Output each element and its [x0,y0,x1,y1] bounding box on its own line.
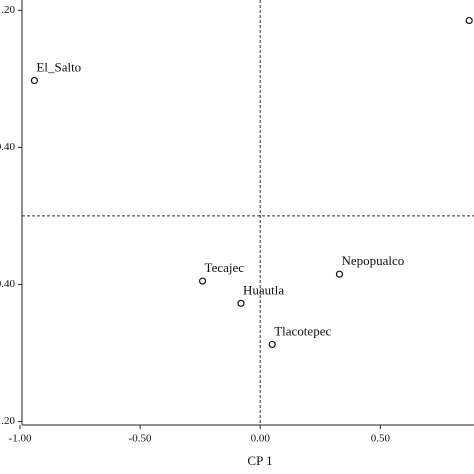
point-label: Tecajec [205,260,245,275]
point [465,16,473,25]
x-tick-label: 0.00 [251,433,271,445]
x-tick-label: -0.50 [129,433,152,445]
y-tick-label: -1.20 [0,415,15,427]
point [335,270,344,278]
y-tick-label: -0.40 [0,278,15,290]
point [198,277,207,285]
point-label: Huautla [243,282,284,297]
point [268,340,276,349]
x-tick-label: 0.50 [371,433,391,445]
x-tick-label: -1.00 [9,433,32,445]
point-label: Tlacotepec [274,323,331,338]
y-tick-label: 1.20 [0,4,16,16]
point-label: El_Salto [36,60,81,75]
point [30,76,39,85]
x-axis-label: CP 1 [247,453,272,468]
point [237,299,245,307]
y-tick-label: 0.40 [0,141,16,153]
point-label: Nepopualco [341,253,404,268]
